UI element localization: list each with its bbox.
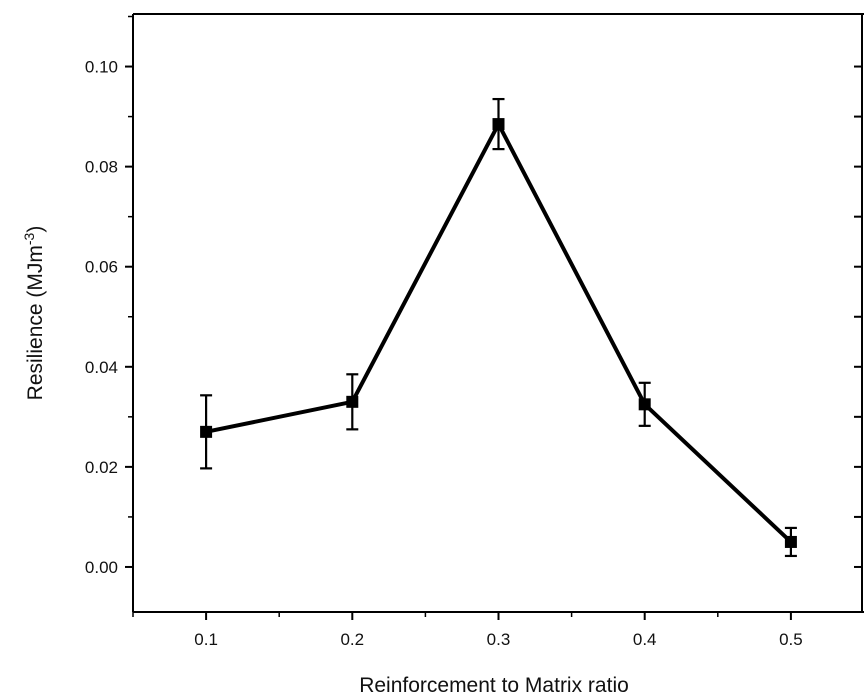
- y-axis-title: Resilience (MJm-3): [21, 226, 47, 401]
- x-tick-label: 0.5: [779, 630, 803, 649]
- series-layer: [200, 97, 797, 558]
- data-point: [200, 425, 213, 438]
- x-axis-ticks: 0.1 0.2 0.3 0.4 0.5: [132, 612, 803, 649]
- x-tick-label: 0.2: [340, 630, 364, 649]
- data-point: [492, 118, 505, 131]
- y-axis-title-suffix: ): [24, 226, 47, 233]
- y-tick-label: 0.00: [85, 558, 118, 577]
- x-tick-label: 0.1: [194, 630, 218, 649]
- y-tick-label: 0.10: [85, 58, 118, 77]
- y-axis-title-superscript: -3: [21, 232, 37, 245]
- x-axis-title: Reinforcement to Matrix ratio: [359, 674, 629, 697]
- data-point: [346, 395, 359, 408]
- y-tick-label: 0.06: [85, 258, 118, 277]
- series-line: [205, 122, 793, 544]
- plot-frame: [132, 13, 864, 613]
- y-tick-label: 0.04: [85, 358, 118, 377]
- right-axis-ticks: [854, 65, 862, 568]
- x-tick-label: 0.4: [633, 630, 657, 649]
- y-axis-ticks: 0.00 0.02 0.04 0.06 0.08 0.10: [85, 15, 133, 577]
- data-point: [784, 535, 797, 548]
- y-tick-label: 0.08: [85, 158, 118, 177]
- y-axis-title-main: Resilience (MJm: [24, 245, 47, 400]
- y-tick-label: 0.02: [85, 458, 118, 477]
- x-tick-label: 0.3: [487, 630, 511, 649]
- data-point: [638, 398, 651, 411]
